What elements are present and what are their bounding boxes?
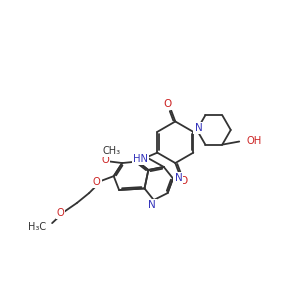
Text: N: N [148, 200, 156, 210]
Text: N: N [175, 173, 182, 183]
Text: H₃C: H₃C [28, 222, 46, 232]
Text: O: O [57, 208, 64, 218]
Text: HN: HN [133, 154, 148, 164]
Text: OH: OH [247, 136, 262, 146]
Text: O: O [179, 176, 187, 186]
Text: N: N [194, 123, 202, 133]
Text: O: O [101, 155, 109, 165]
Text: CH₃: CH₃ [102, 146, 121, 156]
Text: O: O [164, 99, 172, 109]
Text: O: O [93, 177, 100, 187]
